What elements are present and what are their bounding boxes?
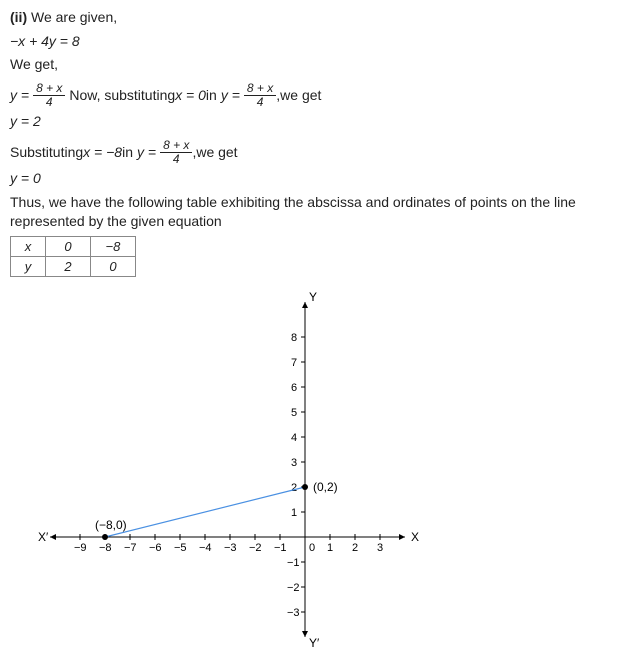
svg-text:6: 6 <box>291 382 297 394</box>
svg-text:−7: −7 <box>124 542 137 554</box>
svg-text:0: 0 <box>309 542 315 554</box>
sub1-xeq: x = 0 <box>175 86 206 106</box>
given-text: We are given, <box>31 9 117 25</box>
svg-text:−9: −9 <box>74 542 87 554</box>
svg-text:−4: −4 <box>199 542 212 554</box>
fraction-1: 8 + x 4 <box>33 82 65 109</box>
part-label: (ii) <box>10 9 27 25</box>
svg-text:−2: −2 <box>249 542 262 554</box>
svg-text:(0,2): (0,2) <box>313 480 338 494</box>
equation-1: −x + 4y = 8 <box>10 32 628 52</box>
svg-text:2: 2 <box>291 482 297 494</box>
svg-text:(−8,0): (−8,0) <box>95 518 127 532</box>
sub2-line: Substituting x = −8 in y = 8 + x 4 ,we g… <box>10 139 238 166</box>
values-table: x 0 −8 y 2 0 <box>10 236 136 277</box>
svg-text:−3: −3 <box>287 607 300 619</box>
sub2-yeq: y = <box>137 143 156 163</box>
table-row: x 0 −8 <box>11 236 136 256</box>
svg-text:1: 1 <box>291 507 297 519</box>
y-eq: y = <box>10 86 29 106</box>
graph-svg: YY′XX′−1−2−3−4−5−6−7−8−912312345678−1−2−… <box>30 287 530 657</box>
svg-text:2: 2 <box>352 542 358 554</box>
svg-text:X′: X′ <box>38 530 49 544</box>
we-get: We get, <box>10 55 628 75</box>
table-intro: Thus, we have the following table exhibi… <box>10 193 628 232</box>
fraction-3: 8 + x 4 <box>160 139 192 166</box>
svg-text:4: 4 <box>291 432 297 444</box>
svg-text:8: 8 <box>291 332 297 344</box>
svg-text:Y′: Y′ <box>309 636 320 650</box>
svg-text:−5: −5 <box>174 542 187 554</box>
graph: YY′XX′−1−2−3−4−5−6−7−8−912312345678−1−2−… <box>30 287 530 657</box>
svg-text:−6: −6 <box>149 542 162 554</box>
sub1-line: Now, substituting x = 0 in y = 8 + x 4 ,… <box>69 82 321 109</box>
svg-text:5: 5 <box>291 407 297 419</box>
part-heading: (ii) We are given, <box>10 8 628 28</box>
table-row: y 2 0 <box>11 256 136 276</box>
sub2-result: y = 0 <box>10 169 628 189</box>
svg-text:−1: −1 <box>287 557 300 569</box>
y-equals-fraction: y = 8 + x 4 <box>10 82 65 109</box>
svg-text:3: 3 <box>291 457 297 469</box>
svg-text:1: 1 <box>327 542 333 554</box>
svg-text:Y: Y <box>309 290 317 304</box>
fraction-2: 8 + x 4 <box>244 82 276 109</box>
sub1-result: y = 2 <box>10 112 628 132</box>
svg-text:−1: −1 <box>274 542 287 554</box>
sub2-xeq: x = −8 <box>83 143 122 163</box>
svg-text:3: 3 <box>377 542 383 554</box>
svg-text:−2: −2 <box>287 582 300 594</box>
svg-text:X: X <box>411 530 419 544</box>
svg-text:7: 7 <box>291 357 297 369</box>
svg-text:−8: −8 <box>99 542 112 554</box>
svg-text:−3: −3 <box>224 542 237 554</box>
sub1-yeq: y = <box>221 86 240 106</box>
